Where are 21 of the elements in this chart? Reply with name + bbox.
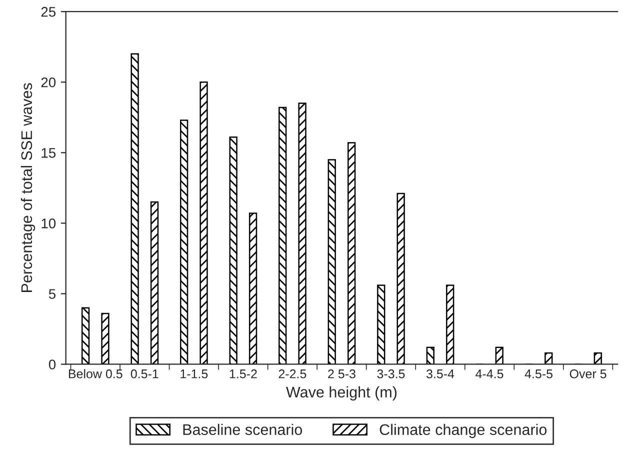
x-tick-label: Below 0.5 [68, 369, 122, 378]
x-tick-label: 4.5-5 [524, 370, 552, 378]
x-tick-label: 2 5-3 [328, 369, 356, 378]
y-tick-label: 5 [48, 289, 56, 299]
legend-label: Climate change scenario [380, 424, 547, 438]
x-tick-label: 4-4.5 [476, 370, 504, 378]
y-tick-label: 10 [42, 218, 56, 228]
y-tick-label: 20 [41, 77, 56, 88]
x-tick-label: 0.5-1 [130, 369, 158, 378]
legend-label: Baseline scenario [183, 424, 302, 436]
x-tick-label: 1-1.5 [180, 370, 208, 378]
y-tick-label: 15 [42, 148, 56, 158]
x-tick-label: Over 5 [570, 369, 606, 378]
x-axis-title: Wave height (m) [286, 386, 397, 401]
y-tick-label: 25 [41, 6, 56, 17]
x-tick-label: 3.5-4 [426, 369, 454, 378]
x-tick-label: 1.5-2 [230, 369, 257, 378]
x-tick-label: 2-2.5 [278, 369, 306, 378]
y-tick-label: 0 [48, 360, 56, 370]
x-tick-label: 3-3.5 [377, 369, 405, 378]
y-axis-title: Percentage of total SSE waves [20, 83, 36, 292]
